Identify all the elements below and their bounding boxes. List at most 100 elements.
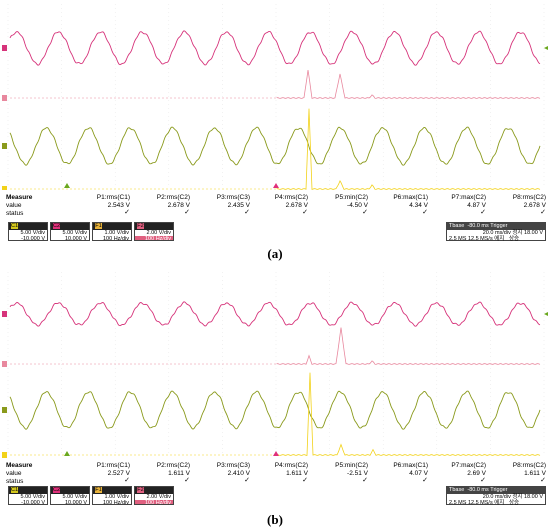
timebase-rate: 20.0 ms/div	[482, 230, 511, 236]
channel-offset: 10.000 V	[64, 500, 87, 505]
channel-tag: F2	[137, 223, 144, 229]
trace-voltage-spectrum	[276, 372, 541, 456]
trace-current	[9, 301, 541, 327]
timebase-title: Tbase	[449, 223, 465, 229]
trace-voltage-spectrum	[276, 108, 541, 190]
measure-param-name: P7:max(C2)	[451, 462, 486, 469]
measure-column-4[interactable]: P4:rms(C2) 1.611 V ✓	[275, 462, 308, 485]
measure-row-status-label: status	[6, 478, 24, 485]
channel-box-f1[interactable]: F1 1.00 V/div 100 Hz/div	[92, 486, 132, 505]
sample-rate: 2.5 MS 12.5 MS/s	[449, 236, 493, 242]
measure-column-4[interactable]: P4:rms(C2) 2.678 V ✓	[275, 194, 308, 217]
channel-marker-icon	[2, 407, 7, 413]
measure-param-name: P5:min(C2)	[335, 194, 368, 201]
timebase-offset: -80.0 ms	[467, 223, 489, 229]
measure-param-value: 2.410 V	[227, 469, 250, 477]
measure-column-8[interactable]: P8:rms(C2) 1.611 V ✓	[513, 462, 546, 485]
measure-param-name: P4:rms(C2)	[274, 462, 308, 469]
measure-param-value: 2.69 V	[467, 469, 486, 477]
channel-offset: -10.000 V	[21, 236, 45, 241]
measure-param-name: P6:max(C1)	[393, 462, 428, 469]
measure-param-name: P6:max(C1)	[393, 194, 428, 201]
channel-tag: C2	[53, 487, 61, 493]
channel-offset: -10.000 V	[21, 500, 45, 505]
measure-param-value: 2.678 V	[167, 201, 190, 209]
measure-row-value-label: value	[6, 202, 22, 209]
channel-tag: F1	[95, 487, 102, 493]
channel-scale: 2.00 V/div	[146, 230, 171, 236]
measure-column-1[interactable]: P1:rms(C1) 2.543 V ✓	[97, 194, 130, 217]
measure-param-value: 4.34 V	[409, 201, 428, 209]
measure-param-value: 2.543 V	[107, 201, 130, 209]
trace-current	[9, 30, 541, 66]
channel-box-c1[interactable]: C1 5.00 V/div -10.000 V	[8, 486, 48, 505]
measure-column-6[interactable]: P6:max(C1) 4.34 V ✓	[393, 194, 428, 217]
channel-tag: C1	[11, 223, 19, 229]
scope-display-a	[0, 0, 550, 190]
measure-param-name: P8:rms(C2)	[512, 462, 546, 469]
status-check-icon: ✓	[422, 477, 428, 484]
channel-box-c2[interactable]: C2 5.00 V/div 10.000 V	[50, 486, 90, 505]
timebase-box-a[interactable]: Tbase -80.0 ms Trigger 20.0 ms/div 정지 18…	[446, 222, 546, 242]
channel-marker-icon	[2, 186, 7, 190]
measure-column-2[interactable]: P2:rms(C2) 2.678 V ✓	[157, 194, 190, 217]
channel-box-c2[interactable]: C2 5.00 V/div 10.000 V	[50, 222, 90, 241]
caption-a: (a)	[267, 246, 283, 261]
channel-scale: 1.00 V/div	[104, 494, 129, 500]
status-check-icon: ✓	[124, 209, 130, 216]
status-check-icon: ✓	[184, 477, 190, 484]
measure-param-name: P3:rms(C3)	[216, 462, 250, 469]
status-check-icon: ✓	[244, 209, 250, 216]
channel-box-f2[interactable]: F2 2.00 V/div 100 Hz/div	[134, 486, 174, 505]
time-marker-icon	[64, 183, 70, 188]
trigger-mode: 정지	[512, 494, 523, 500]
measure-param-name: P2:rms(C2)	[156, 462, 190, 469]
channel-marker-icon	[2, 95, 7, 101]
measure-column-5[interactable]: P5:min(C2) -2.51 V ✓	[335, 462, 368, 485]
channel-box-f1[interactable]: F1 1.00 V/div 100 Hz/div	[92, 222, 132, 241]
measure-param-name: P1:rms(C1)	[96, 194, 130, 201]
measure-param-name: P2:rms(C2)	[156, 194, 190, 201]
measure-column-7[interactable]: P7:max(C2) 4.87 V ✓	[451, 194, 486, 217]
measure-column-2[interactable]: P2:rms(C2) 1.611 V ✓	[157, 462, 190, 485]
trigger-level-icon	[544, 312, 548, 316]
measure-column-1[interactable]: P1:rms(C1) 2.527 V ✓	[97, 462, 130, 485]
measure-param-value: 1.611 V	[524, 469, 546, 477]
channel-marker-icon	[2, 361, 7, 367]
status-check-icon: ✓	[302, 209, 308, 216]
measure-column-7[interactable]: P7:max(C2) 2.69 V ✓	[451, 462, 486, 485]
measure-param-value: 1.611 V	[168, 469, 190, 477]
measure-column-8[interactable]: P8:rms(C2) 2.678 V ✓	[513, 194, 546, 217]
status-check-icon: ✓	[480, 477, 486, 484]
measure-column-6[interactable]: P6:max(C1) 4.07 V ✓	[393, 462, 428, 485]
measure-param-value: 2.527 V	[107, 469, 130, 477]
measure-column-3[interactable]: P3:rms(C3) 2.410 V ✓	[217, 462, 250, 485]
status-check-icon: ✓	[302, 477, 308, 484]
channel-tag: C2	[53, 223, 61, 229]
measure-param-name: P8:rms(C2)	[512, 194, 546, 201]
channel-offset: 100 Hz/div	[103, 500, 129, 505]
measure-param-name: P1:rms(C1)	[96, 462, 130, 469]
trigger-label: Trigger	[490, 223, 508, 229]
trigger-level: 18.00 V	[524, 494, 543, 500]
measure-param-value: 4.87 V	[467, 201, 486, 209]
status-check-icon: ✓	[540, 209, 546, 216]
measure-param-value: 2.678 V	[523, 201, 546, 209]
measure-column-5[interactable]: P5:min(C2) -4.50 V ✓	[335, 194, 368, 217]
channel-box-c1[interactable]: C1 5.00 V/div -10.000 V	[8, 222, 48, 241]
timebase-box-b[interactable]: Tbase -80.0 ms Trigger 20.0 ms/div 정지 18…	[446, 486, 546, 506]
measure-param-value: 2.678 V	[285, 201, 308, 209]
trigger-level-icon	[544, 46, 548, 50]
channel-tag: F2	[137, 487, 144, 493]
measure-column-3[interactable]: P3:rms(C3) 2.435 V ✓	[217, 194, 250, 217]
channel-scale: 5.00 V/div	[20, 494, 45, 500]
status-check-icon: ✓	[184, 209, 190, 216]
channel-box-f2[interactable]: F2 2.00 V/div 100 Hz/div	[134, 222, 174, 241]
status-check-icon: ✓	[540, 477, 546, 484]
caption-b: (b)	[267, 512, 283, 527]
measure-param-name: P4:rms(C2)	[274, 194, 308, 201]
measure-param-value: 1.611 V	[286, 469, 308, 477]
channel-tag: C1	[11, 487, 19, 493]
status-check-icon: ✓	[124, 477, 130, 484]
channel-scale: 5.00 V/div	[20, 230, 45, 236]
